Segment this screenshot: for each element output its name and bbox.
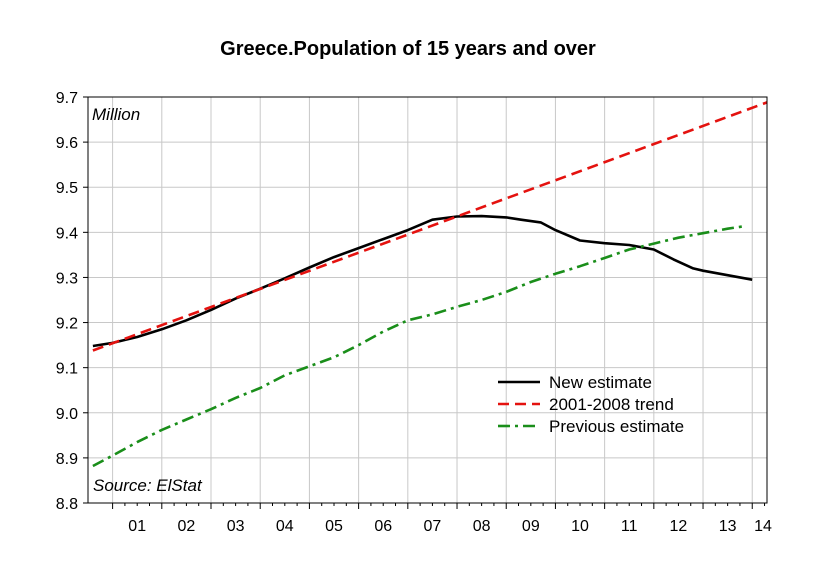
legend-label-1: New estimate xyxy=(549,373,652,392)
x-tick-label: 06 xyxy=(374,518,392,535)
y-tick-label: 9.0 xyxy=(56,406,78,423)
y-tick-label: 9.4 xyxy=(56,225,78,242)
x-tick-label: 08 xyxy=(473,518,491,535)
x-tick-label: 10 xyxy=(571,518,589,535)
source-label: Source: ElStat xyxy=(93,476,203,495)
y-tick-label: 8.9 xyxy=(56,451,78,468)
legend: New estimate 2001-2008 trend Previous esti… xyxy=(498,373,684,436)
chart-title: Greece.Population of 15 years and over xyxy=(220,38,596,60)
x-tick-label: 11 xyxy=(621,518,638,535)
axis-ticks: 8.8 8.9 9.0 9.1 9.2 9.3 9.4 9.5 9.6 9.7 01 02 03 04 05… xyxy=(56,90,772,535)
series-line-3 xyxy=(92,225,743,468)
unit-label: Million xyxy=(92,105,140,124)
x-tick-label: 14 xyxy=(754,518,772,535)
legend-label-2: 2001-2008 trend xyxy=(549,395,674,414)
y-tick-label: 9.1 xyxy=(56,361,78,378)
y-tick-label: 9.2 xyxy=(56,316,78,333)
x-tick-label: 03 xyxy=(227,518,245,535)
series-line-2 xyxy=(92,101,768,352)
x-tick-label: 12 xyxy=(670,518,688,535)
x-tick-label: 07 xyxy=(424,518,442,535)
series-lines xyxy=(92,101,768,468)
x-tick-label: 05 xyxy=(325,518,343,535)
x-tick-label: 02 xyxy=(178,518,196,535)
x-tick-label: 01 xyxy=(128,518,146,535)
legend-label-3: Previous estimate xyxy=(549,417,684,436)
y-tick-label: 9.6 xyxy=(56,135,78,152)
x-tick-label: 13 xyxy=(719,518,737,535)
plot-frame xyxy=(87,96,768,504)
y-tick-label: 8.8 xyxy=(56,496,78,513)
y-tick-label: 9.5 xyxy=(56,180,78,197)
x-tick-label: 04 xyxy=(276,518,294,535)
series-line-1 xyxy=(92,214,753,348)
y-tick-label: 9.7 xyxy=(56,90,78,107)
x-tick-label: 09 xyxy=(522,518,540,535)
grid-lines xyxy=(88,96,767,504)
y-tick-label: 9.3 xyxy=(56,270,78,287)
